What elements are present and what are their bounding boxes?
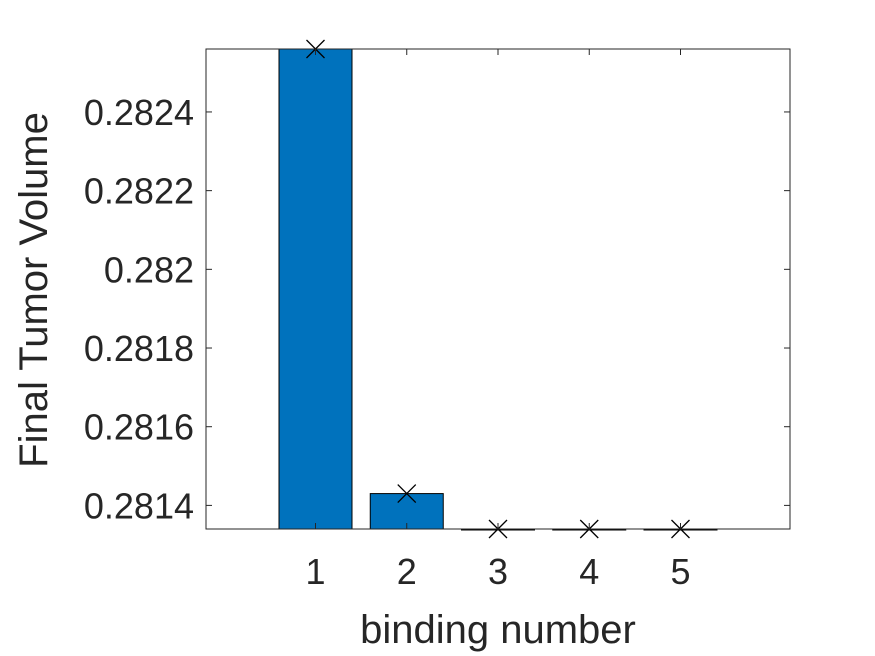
y-tick-label: 0.2814 xyxy=(84,485,194,526)
x-axis-label: binding number xyxy=(360,608,636,652)
y-axis-ticks: 0.2814 0.2816 0.2818 0.282 0.2822 0.2824 xyxy=(84,92,790,526)
y-tick-label: 0.2816 xyxy=(84,407,194,448)
y-axis-label: Final Tumor Volume xyxy=(12,112,56,468)
x-axis-ticks: 1 2 3 4 5 xyxy=(305,49,691,592)
y-tick-label: 0.2818 xyxy=(84,328,194,369)
x-tick-label: 3 xyxy=(488,551,508,592)
bar-1 xyxy=(278,48,353,530)
x-tick-label: 4 xyxy=(579,551,599,592)
x-tick-label: 2 xyxy=(397,551,417,592)
bars-layer xyxy=(278,48,718,531)
y-tick-label: 0.2824 xyxy=(84,92,194,133)
x-tick-label: 1 xyxy=(305,551,325,592)
y-tick-label: 0.282 xyxy=(104,249,194,290)
y-tick-label: 0.2822 xyxy=(84,171,194,212)
markers-layer xyxy=(306,39,690,539)
marker-2 xyxy=(397,484,417,504)
x-tick-label: 5 xyxy=(670,551,690,592)
